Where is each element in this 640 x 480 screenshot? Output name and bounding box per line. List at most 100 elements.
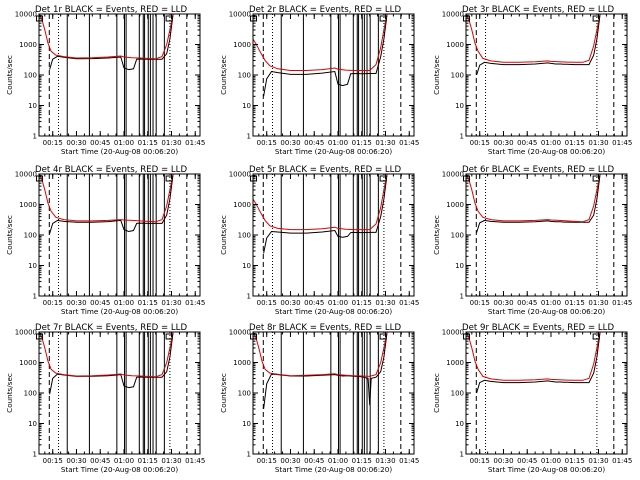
- chart-1-xlabel: Start Time (20-Aug-08 00:06:20): [61, 147, 178, 156]
- chart-1-xtick-label: 01:00: [114, 139, 134, 147]
- chart-2-xtick-label: 01:00: [328, 139, 348, 147]
- chart-8-xtick-label: 01:30: [375, 457, 395, 465]
- chart-7-title: Det 7r BLACK = Events, RED = LLD: [35, 323, 187, 333]
- chart-1-xtick-label: 01:15: [138, 139, 158, 147]
- chart-2-xtick-label: 00:15: [257, 139, 277, 147]
- chart-6-xtick-label: 00:30: [493, 299, 513, 307]
- chart-3-saa-mark: [463, 15, 471, 22]
- chart-5-xtick-label: 00:45: [304, 299, 324, 307]
- chart-9-xtick-label: 00:30: [493, 457, 513, 465]
- chart-8-ytick-label: 1: [247, 451, 251, 459]
- chart-9-xlabel: Start Time (20-Aug-08 00:06:20): [488, 465, 605, 474]
- chart-1-xtick-label: 01:30: [161, 139, 181, 147]
- chart-2-ytick-label: 1: [247, 133, 251, 141]
- chart-4-ytick-label: 10: [28, 262, 37, 270]
- chart-7-saa-mark: [36, 333, 44, 340]
- chart-9-saa-mark: [592, 333, 600, 340]
- chart-2-series-events: [263, 14, 388, 97]
- chart-5-xlabel: Start Time (20-Aug-08 00:06:20): [275, 307, 392, 316]
- chart-3-xtick-label: 01:30: [588, 139, 608, 147]
- chart-1-saa-mark: [165, 15, 173, 22]
- chart-5-saa-mark: [379, 175, 387, 182]
- chart-6-series-lld: [466, 174, 601, 223]
- chart-5-ytick-label: 10000: [229, 171, 251, 179]
- chart-4-xtick-label: 01:30: [161, 299, 181, 307]
- chart-5-ytick-label: 1: [247, 293, 251, 301]
- chart-7-xtick-label: 00:45: [90, 457, 110, 465]
- chart-7-ytick-label: 100: [24, 390, 37, 398]
- chart-9-series-events: [476, 332, 601, 394]
- chart-8-title: Det 8r BLACK = Events, RED = LLD: [249, 323, 401, 333]
- chart-3-ytick-label: 10000: [442, 11, 464, 19]
- chart-6-ytick-label: 1: [460, 293, 464, 301]
- chart-2-saa-mark: [250, 15, 258, 22]
- chart-6-xtick-label: 01:45: [612, 299, 632, 307]
- chart-6-saa-mark: [592, 175, 600, 182]
- chart-5-xtick-label: 00:15: [257, 299, 277, 307]
- chart-5-ytick-label: 100: [238, 232, 251, 240]
- chart-4-frame: [38, 173, 201, 297]
- chart-4-ytick-label: 10000: [15, 171, 37, 179]
- chart-4-saa-mark: [36, 175, 44, 182]
- chart-5-xtick-label: 01:15: [352, 299, 372, 307]
- chart-1-ytick-label: 10: [28, 102, 37, 110]
- chart-1-saa-mark: [36, 15, 44, 22]
- chart-7-xtick-label: 01:00: [114, 457, 134, 465]
- chart-7-saa-mark: [165, 333, 173, 340]
- chart-8-saa-mark: [379, 333, 387, 340]
- chart-2-frame: [252, 13, 415, 137]
- chart-1-title: Det 1r BLACK = Events, RED = LLD: [35, 5, 187, 15]
- chart-1-frame: [38, 13, 201, 137]
- chart-7-xtick-label: 00:15: [43, 457, 63, 465]
- chart-7-ytick-label: 1000: [19, 359, 37, 367]
- chart-6-series-events: [476, 174, 601, 233]
- chart-7-ytick-label: 10: [28, 420, 37, 428]
- chart-5-frame: [252, 173, 415, 297]
- chart-4: Det 4r BLACK = Events, RED = LLD 1 10 100 10…: [5, 165, 205, 316]
- chart-6-xtick-label: 01:00: [541, 299, 561, 307]
- chart-9-ylabel: Counts/sec: [432, 373, 441, 413]
- chart-5-series-lld: [253, 174, 388, 231]
- chart-3-xlabel: Start Time (20-Aug-08 00:06:20): [488, 147, 605, 156]
- chart-8-xtick-label: 01:15: [352, 457, 372, 465]
- chart-5-series-events: [263, 174, 388, 254]
- chart-2-xtick-label: 00:45: [304, 139, 324, 147]
- chart-1-series-lld: [39, 14, 174, 60]
- chart-7-xlabel: Start Time (20-Aug-08 00:06:20): [61, 465, 178, 474]
- chart-2-ytick-label: 1000: [233, 41, 251, 49]
- chart-2-ylabel: Counts/sec: [219, 55, 228, 95]
- chart-2: Det 2r BLACK = Events, RED = LLD 1 10 100 10…: [219, 5, 419, 156]
- chart-4-xtick-label: 01:15: [138, 299, 158, 307]
- chart-5-ytick-label: 1000: [233, 201, 251, 209]
- chart-8: Det 8r BLACK = Events, RED = LLD 1 10 100 10…: [219, 323, 419, 474]
- chart-7-xtick-label: 01:45: [185, 457, 205, 465]
- chart-8-xtick-label: 01:45: [399, 457, 419, 465]
- chart-4-xlabel: Start Time (20-Aug-08 00:06:20): [61, 307, 178, 316]
- chart-1-xtick-label: 01:45: [185, 139, 205, 147]
- chart-4-title: Det 4r BLACK = Events, RED = LLD: [35, 165, 187, 175]
- chart-2-series-lld: [253, 14, 388, 71]
- chart-2-xtick-label: 01:45: [399, 139, 419, 147]
- chart-3-xtick-label: 00:15: [470, 139, 490, 147]
- chart-6-xtick-label: 01:15: [565, 299, 585, 307]
- chart-3-ytick-label: 1000: [446, 41, 464, 49]
- chart-2-title: Det 2r BLACK = Events, RED = LLD: [249, 5, 401, 15]
- chart-4-saa-mark: [165, 175, 173, 182]
- chart-5-saa-mark: [250, 175, 258, 182]
- chart-1: Det 1r BLACK = Events, RED = LLD 1 10 100 10…: [5, 5, 205, 156]
- chart-7: Det 7r BLACK = Events, RED = LLD 1 10 100 10…: [5, 323, 205, 474]
- chart-6-title: Det 6r BLACK = Events, RED = LLD: [462, 165, 614, 175]
- chart-9-ytick-label: 1: [460, 451, 464, 459]
- chart-6-xtick-label: 00:45: [517, 299, 537, 307]
- chart-6-xtick-label: 01:30: [588, 299, 608, 307]
- chart-1-xtick-label: 00:15: [43, 139, 63, 147]
- chart-5: Det 5r BLACK = Events, RED = LLD 1 10 100 10…: [219, 165, 419, 316]
- chart-4-xtick-label: 01:45: [185, 299, 205, 307]
- chart-1-ytick-label: 1000: [19, 41, 37, 49]
- chart-1-ylabel: Counts/sec: [5, 55, 14, 95]
- chart-4-xtick-label: 00:45: [90, 299, 110, 307]
- chart-7-series-events: [49, 332, 174, 395]
- chart-8-frame: [252, 331, 415, 455]
- chart-1-ytick-label: 100: [24, 72, 37, 80]
- chart-2-ytick-label: 100: [238, 72, 251, 80]
